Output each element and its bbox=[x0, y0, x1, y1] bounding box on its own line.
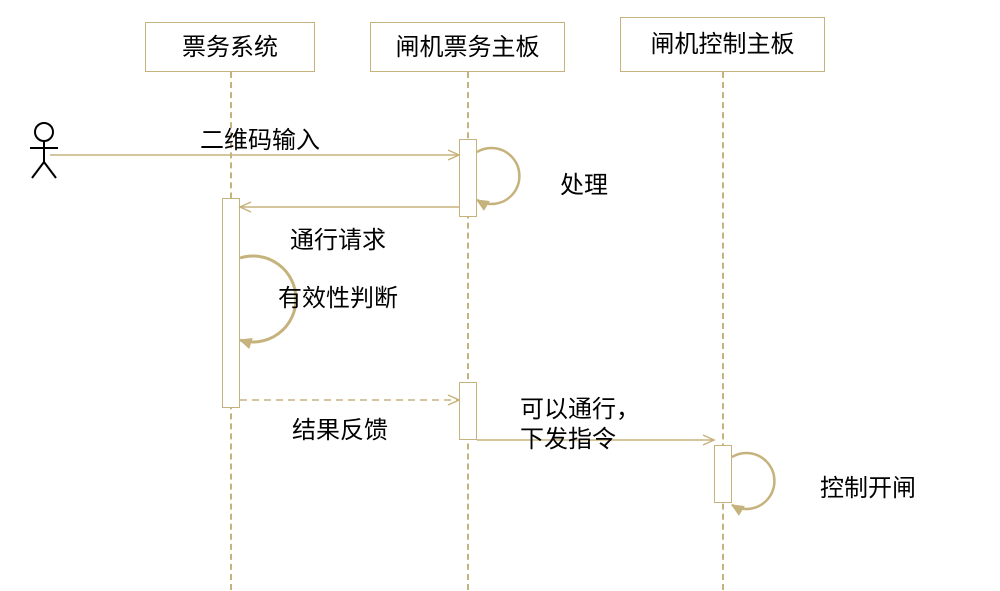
msg-open-gate-loop bbox=[732, 453, 774, 509]
msg-process-label: 处理 bbox=[560, 165, 608, 200]
msg-validity-label: 有效性判断 bbox=[278, 278, 398, 313]
msg-open-gate-label: 控制开闸 bbox=[820, 468, 916, 503]
msg-result-feedback-label: 结果反馈 bbox=[292, 410, 388, 445]
msg-pass-command-label: 可以通行， 下发指令 bbox=[520, 395, 640, 455]
msg-process-loop bbox=[477, 148, 519, 204]
msg-qr-input-label: 二维码输入 bbox=[200, 120, 320, 155]
msg-pass-request-label: 通行请求 bbox=[290, 220, 386, 255]
